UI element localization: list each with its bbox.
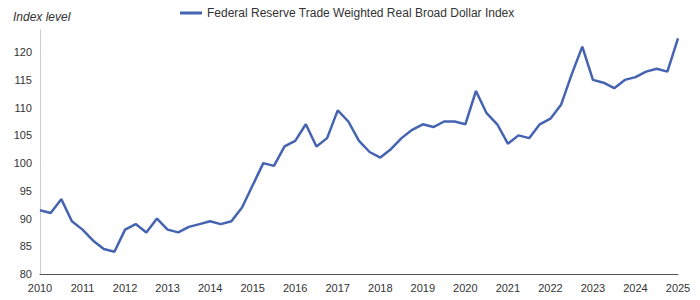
svg-text:120: 120 [14, 46, 32, 58]
svg-text:110: 110 [14, 102, 32, 114]
svg-text:2019: 2019 [411, 282, 435, 294]
svg-text:2025: 2025 [666, 282, 690, 294]
svg-text:2014: 2014 [198, 282, 222, 294]
svg-text:105: 105 [14, 129, 32, 141]
svg-text:80: 80 [20, 268, 32, 280]
svg-text:2022: 2022 [538, 282, 562, 294]
svg-text:2017: 2017 [325, 282, 349, 294]
svg-text:2010: 2010 [28, 282, 52, 294]
svg-text:2015: 2015 [240, 282, 264, 294]
svg-text:2013: 2013 [155, 282, 179, 294]
svg-text:2012: 2012 [113, 282, 137, 294]
svg-text:2016: 2016 [283, 282, 307, 294]
svg-text:2018: 2018 [368, 282, 392, 294]
svg-text:2023: 2023 [581, 282, 605, 294]
svg-text:2021: 2021 [496, 282, 520, 294]
svg-text:2011: 2011 [71, 282, 95, 294]
svg-text:100: 100 [14, 157, 32, 169]
svg-text:95: 95 [20, 185, 32, 197]
svg-text:2020: 2020 [453, 282, 477, 294]
svg-text:85: 85 [20, 240, 32, 252]
svg-text:Federal Reserve Trade Weighted: Federal Reserve Trade Weighted Real Broa… [207, 6, 514, 20]
svg-text:115: 115 [14, 74, 32, 86]
svg-text:2024: 2024 [623, 282, 647, 294]
svg-text:Index level: Index level [13, 10, 71, 24]
svg-text:90: 90 [20, 213, 32, 225]
